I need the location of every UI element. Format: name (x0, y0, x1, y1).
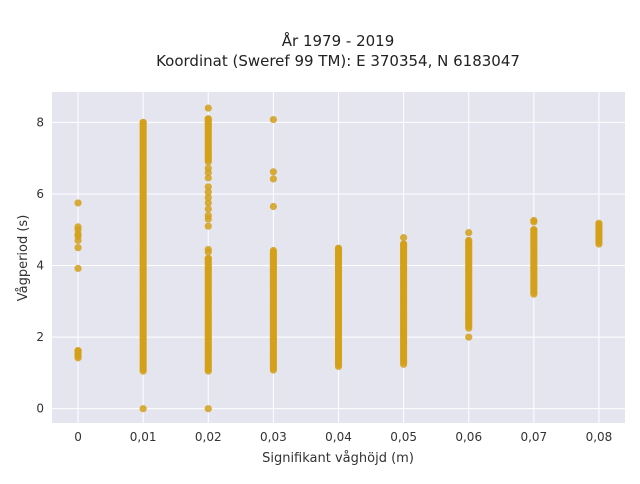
x-tick-label: 0,04 (325, 430, 352, 444)
data-point (74, 264, 82, 273)
y-axis-ticks: 0 2 4 6 8 (36, 115, 44, 415)
data-point (139, 405, 147, 413)
data-point (204, 115, 212, 123)
data-points (74, 104, 603, 413)
data-point (204, 405, 212, 413)
data-point (595, 219, 603, 227)
data-point (204, 183, 212, 191)
x-tick-label: 0,01 (130, 430, 157, 444)
data-point (204, 104, 212, 112)
y-tick-label: 2 (36, 330, 44, 344)
data-point (74, 236, 82, 245)
data-point (269, 168, 277, 176)
data-point (204, 205, 212, 213)
y-tick-label: 6 (36, 187, 44, 201)
y-tick-label: 4 (36, 259, 44, 273)
data-point (204, 222, 212, 230)
data-point (204, 193, 212, 202)
data-point (269, 175, 277, 183)
data-point (74, 347, 82, 355)
x-tick-label: 0,02 (195, 430, 222, 444)
y-axis-title: Vågperiod (s) (16, 215, 31, 302)
data-point (400, 360, 408, 368)
data-point (334, 244, 343, 252)
x-tick-label: 0,08 (586, 430, 613, 444)
data-point (400, 240, 408, 248)
data-point (204, 168, 212, 177)
data-point (204, 188, 212, 196)
data-point (269, 115, 277, 124)
data-point (530, 226, 538, 234)
data-point (269, 202, 277, 211)
data-point (465, 229, 473, 237)
x-tick-label: 0,05 (390, 430, 417, 444)
data-point (204, 174, 212, 182)
x-axis-title: Signifikant våghöjd (m) (262, 451, 414, 466)
x-tick-label: 0,06 (455, 430, 482, 444)
x-axis-ticks: 0 0,01 0,02 0,03 0,04 0,05 0,06 0,07 0,08 (74, 430, 612, 444)
data-point (74, 199, 82, 207)
data-point (530, 216, 538, 225)
data-point (204, 215, 212, 223)
data-point (204, 254, 212, 262)
data-point (74, 244, 82, 252)
data-point (204, 248, 212, 256)
data-point (465, 333, 473, 341)
data-point (204, 199, 212, 207)
y-tick-label: 8 (36, 115, 44, 129)
x-tick-label: 0 (74, 430, 82, 444)
data-point (269, 246, 277, 255)
data-point (465, 236, 473, 245)
data-point (139, 118, 147, 127)
x-tick-label: 0,07 (520, 430, 547, 444)
chart-title-line1: År 1979 - 2019 (282, 31, 395, 50)
x-tick-label: 0,03 (260, 430, 287, 444)
chart-title-line2: Koordinat (Sweref 99 TM): E 370354, N 61… (156, 52, 520, 70)
y-tick-label: 0 (36, 402, 44, 416)
data-point (400, 234, 408, 242)
